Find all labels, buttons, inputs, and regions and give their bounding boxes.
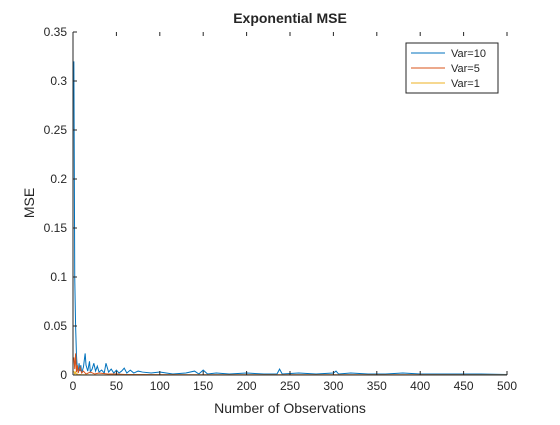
y-tick-label: 0.25 bbox=[44, 123, 68, 137]
y-tick-label: 0 bbox=[60, 368, 67, 382]
x-tick-label: 300 bbox=[323, 379, 343, 393]
y-tick-label: 0.35 bbox=[44, 25, 68, 39]
x-ticks: 0 50 100 150 200 250 300 350 400 450 500 bbox=[70, 32, 517, 393]
y-ticks: 0 0.05 0.1 0.15 0.2 0.25 0.3 0.35 bbox=[44, 25, 77, 382]
x-tick-label: 400 bbox=[410, 379, 430, 393]
y-axis-title: MSE bbox=[21, 188, 37, 218]
y-tick-label: 0.2 bbox=[50, 172, 67, 186]
y-tick-label: 0.1 bbox=[50, 270, 67, 284]
legend-label-3: Var=1 bbox=[451, 78, 480, 90]
y-tick-label: 0.15 bbox=[44, 221, 68, 235]
y-tick-label: 0.05 bbox=[44, 319, 68, 333]
x-tick-label: 150 bbox=[193, 379, 213, 393]
chart-title: Exponential MSE bbox=[233, 10, 347, 26]
x-tick-label: 0 bbox=[70, 379, 77, 393]
x-tick-label: 50 bbox=[110, 379, 124, 393]
x-tick-label: 350 bbox=[367, 379, 387, 393]
legend: Var=10 Var=5 Var=1 bbox=[405, 42, 499, 94]
legend-label-2: Var=5 bbox=[451, 63, 480, 75]
x-tick-label: 500 bbox=[497, 379, 517, 393]
x-axis-title: Number of Observations bbox=[214, 400, 366, 416]
x-tick-label: 200 bbox=[237, 379, 257, 393]
x-tick-label: 100 bbox=[150, 379, 170, 393]
x-tick-label: 250 bbox=[280, 379, 300, 393]
legend-label-1: Var=10 bbox=[451, 48, 486, 60]
y-tick-label: 0.3 bbox=[50, 74, 67, 88]
series-line-1 bbox=[73, 61, 508, 376]
x-tick-label: 450 bbox=[454, 379, 474, 393]
